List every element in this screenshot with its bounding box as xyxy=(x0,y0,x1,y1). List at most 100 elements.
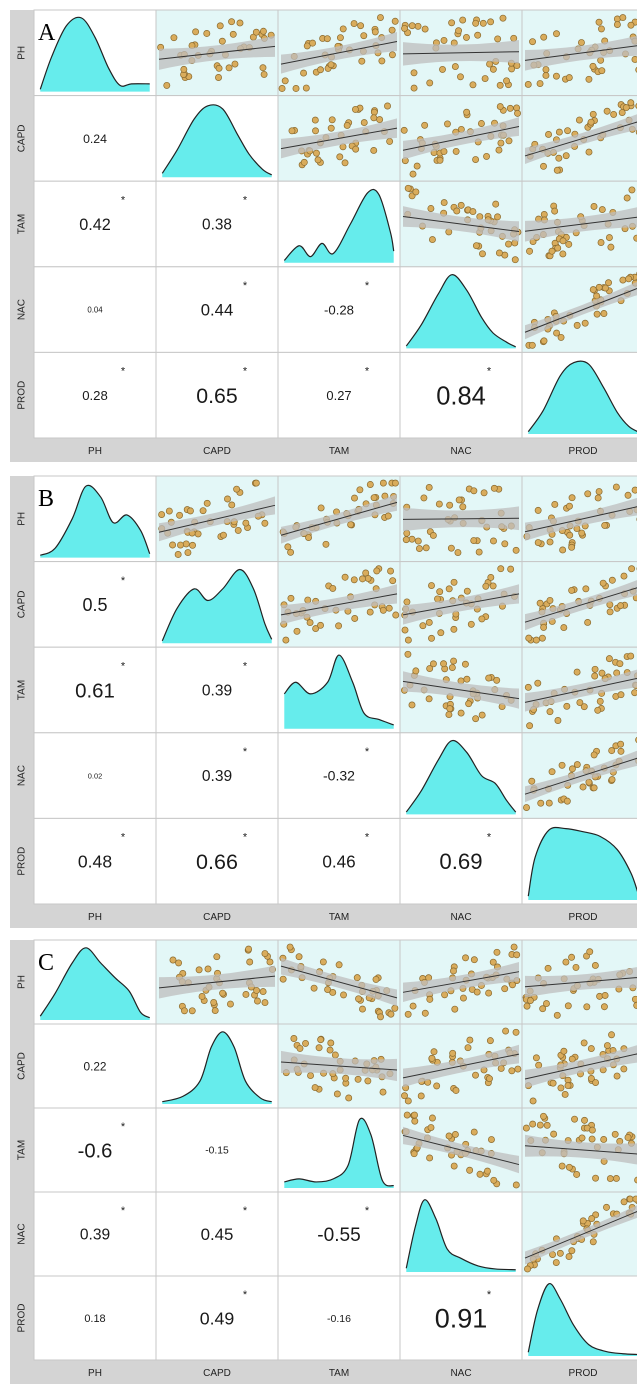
scatter-point xyxy=(564,1002,572,1010)
scatter-point xyxy=(455,27,463,35)
scatter-point xyxy=(557,1084,565,1092)
scatter-point xyxy=(563,702,571,710)
scatter-point xyxy=(573,668,581,676)
cell-background xyxy=(33,817,157,905)
scatter-point xyxy=(317,504,325,512)
scatter-point xyxy=(351,105,359,113)
density-area-capd xyxy=(162,1031,272,1104)
cell-ph-prod xyxy=(521,939,637,1025)
row-label-ph: PH xyxy=(17,975,28,989)
scatter-point xyxy=(181,1007,188,1015)
scatter-point xyxy=(333,1090,341,1098)
scatter-point xyxy=(526,247,534,255)
column-label-tam: TAM xyxy=(329,1368,349,1379)
regression-line xyxy=(402,1134,520,1166)
column-label-nac: NAC xyxy=(450,446,471,457)
scatter-point xyxy=(553,329,561,337)
scatter-point xyxy=(177,541,184,549)
scatter-point xyxy=(343,122,351,129)
scatter-point xyxy=(170,34,178,42)
scatter-point xyxy=(534,506,542,514)
cell-background xyxy=(33,646,157,734)
cell-background xyxy=(399,817,523,905)
regression-line xyxy=(402,593,520,616)
scatter-point xyxy=(425,483,433,491)
scatter-point xyxy=(384,102,391,110)
cell-tam-capd: -0.15 xyxy=(155,1107,279,1193)
regression-line xyxy=(402,971,520,993)
scatter-point xyxy=(592,1079,600,1086)
scatter-point xyxy=(543,1121,551,1129)
correlation-value: 0.49 xyxy=(200,1308,235,1328)
scatter-point xyxy=(550,1130,558,1138)
scatter-point xyxy=(284,543,292,551)
density-curve-nac xyxy=(405,739,517,813)
cell-background xyxy=(33,732,157,819)
scatter-point xyxy=(216,22,224,30)
scatter-point xyxy=(511,256,519,264)
column-label-ph: PH xyxy=(88,1368,102,1379)
scatter-point xyxy=(472,715,480,723)
regression-line xyxy=(280,127,398,150)
scatter-point xyxy=(514,1065,522,1073)
scatter-point xyxy=(553,1011,561,1019)
scatter-point xyxy=(529,38,536,46)
cell-capd-nac xyxy=(399,561,523,648)
scatter-point xyxy=(317,66,324,74)
scatter-point xyxy=(296,1044,304,1052)
scatter-point xyxy=(425,619,433,626)
scatter-point xyxy=(391,17,399,25)
scatter-point xyxy=(351,615,359,622)
scatter-point xyxy=(455,496,463,504)
scatter-point xyxy=(490,1176,498,1184)
density-area-tam xyxy=(284,655,394,729)
scatter-point xyxy=(565,1253,573,1261)
scatter-point xyxy=(535,1061,543,1069)
scatter-point xyxy=(366,481,374,488)
column-strip xyxy=(10,904,637,928)
cell-capd-prod xyxy=(521,1023,637,1109)
scatter-point xyxy=(437,629,445,637)
scatter-point xyxy=(376,14,384,21)
scatter-point xyxy=(627,99,635,107)
scatter-point xyxy=(231,60,239,68)
scatter-point xyxy=(426,79,434,87)
scatter-point xyxy=(342,1074,350,1082)
regression-line xyxy=(280,965,398,999)
scatter-point xyxy=(591,672,599,680)
scatter-point xyxy=(463,33,470,41)
scatter-point xyxy=(385,604,393,612)
scatter-point xyxy=(302,1039,309,1047)
regression-line xyxy=(524,506,637,533)
scatter-point xyxy=(470,537,478,544)
scatter-point xyxy=(211,1007,219,1015)
scatter-point xyxy=(577,39,585,47)
cell-capd-ph: 0.5 * xyxy=(33,561,157,648)
scatter-point xyxy=(440,660,447,668)
scatter-point xyxy=(169,541,177,549)
scatter-point xyxy=(475,548,483,556)
scatter-point xyxy=(627,21,635,29)
cell-background xyxy=(277,1275,401,1361)
row-label-ph: PH xyxy=(17,512,28,526)
scatter-point xyxy=(331,1051,339,1059)
scatter-point xyxy=(618,109,626,117)
scatter-point xyxy=(534,679,542,687)
density-curve-ph xyxy=(40,484,151,556)
scatter-point xyxy=(305,534,312,541)
scatter-point xyxy=(568,765,576,773)
cell-background xyxy=(155,1275,279,1361)
scatter-point xyxy=(404,1097,412,1105)
significance-marker: * xyxy=(243,832,248,844)
scatter-point xyxy=(224,495,231,503)
scatter-point xyxy=(245,945,253,953)
scatter-point xyxy=(370,108,378,116)
scatter-point xyxy=(233,485,241,493)
cell-background xyxy=(277,732,401,819)
cell-prod-tam: 0.27 * xyxy=(277,351,401,439)
scatter-point xyxy=(246,958,254,966)
scatter-point xyxy=(627,652,635,660)
scatter-point xyxy=(619,276,627,284)
correlation-value: 0.39 xyxy=(202,768,232,785)
scatter-point xyxy=(499,14,507,22)
